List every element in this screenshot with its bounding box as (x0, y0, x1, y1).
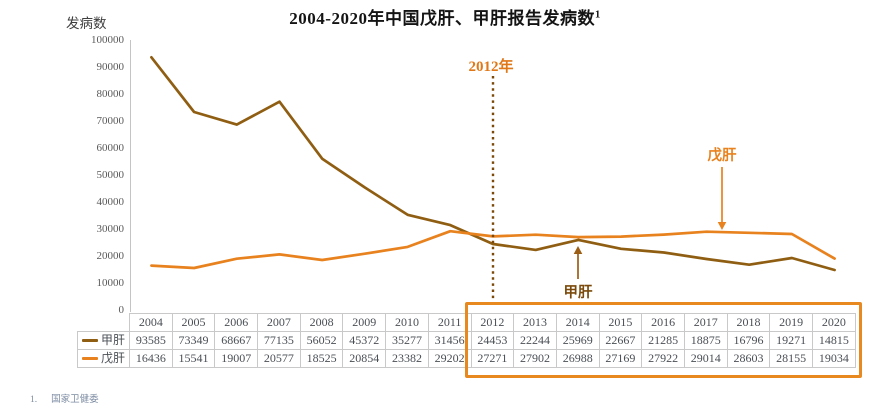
value-cell-hep-a-2013: 22244 (513, 331, 557, 350)
table-row-years: 2004 2005 2006 2007 2008 2009 2010 2011 2012 2013… (78, 313, 856, 332)
legend-label: 戊肝 (100, 351, 125, 365)
value-cell-hep-e-2019: 28155 (769, 349, 813, 368)
page-title-text: 2004-2020年中国戊肝、甲肝报告发病数 (289, 9, 595, 28)
title-superscript: 1 (594, 9, 601, 21)
value-cell-hep-a-2012: 24453 (470, 331, 515, 350)
value-cell-hep-e-2010: 23382 (385, 349, 429, 368)
year-header-2007: 2007 (257, 313, 301, 332)
y-tick-label: 30000 (96, 223, 125, 235)
year-header-2011: 2011 (427, 313, 472, 332)
value-cell-hep-e-2015: 27169 (598, 349, 643, 368)
value-cell-hep-e-2004: 16436 (129, 349, 173, 368)
footnote-marker: 1. (30, 395, 38, 405)
y-tick-label: 10000 (96, 277, 125, 289)
year-header-2009: 2009 (342, 313, 387, 332)
year-header-2015: 2015 (598, 313, 643, 332)
year-header-2017: 2017 (683, 313, 728, 332)
y-tick-label: 100000 (91, 34, 124, 46)
hep-a-arrow-icon (573, 246, 583, 279)
value-cell-hep-e-2007: 20577 (257, 349, 301, 368)
y-tick-label: 60000 (96, 142, 125, 154)
table-corner-blank (78, 314, 130, 332)
value-cell-hep-a-2017: 18875 (683, 331, 728, 350)
value-cell-hep-a-2011: 31456 (427, 331, 472, 350)
value-cell-hep-a-2006: 68667 (214, 331, 259, 350)
annotation-2012-year: 2012年 (468, 59, 514, 75)
value-cell-hep-a-2010: 35277 (385, 331, 429, 350)
value-cell-hep-a-2008: 56052 (299, 331, 344, 350)
y-tick-label: 80000 (96, 88, 125, 100)
series-line-hep-e (150, 229, 836, 270)
annotation-hep-e: 戊肝 (707, 148, 737, 164)
footnote: 1. 国家卫健委 (30, 391, 99, 405)
value-cell-hep-e-2014: 26988 (555, 349, 600, 368)
value-cell-hep-a-2007: 77135 (257, 331, 301, 350)
table-row-hep-e: 戊肝 16436 15541 19007 20577 18525 20854 23382 292… (77, 349, 856, 368)
value-cell-hep-e-2006: 19007 (214, 349, 259, 368)
legend-line-icon (81, 338, 98, 342)
page-title: 2004-2020年中国戊肝、甲肝报告发病数1 (0, 4, 890, 29)
annotation-hep-a: 甲肝 (563, 285, 593, 301)
year-header-2014: 2014 (555, 313, 600, 332)
year-header-2004: 2004 (129, 313, 173, 332)
y-tick-label: 50000 (96, 169, 125, 181)
year-header-2006: 2006 (214, 313, 259, 332)
year-header-2008: 2008 (299, 313, 344, 332)
year-header-2013: 2013 (513, 313, 557, 332)
value-cell-hep-e-2013: 27902 (513, 349, 557, 368)
value-cell-hep-e-2009: 20854 (342, 349, 387, 368)
value-cell-hep-e-2016: 27922 (641, 349, 685, 368)
value-cell-hep-e-2012: 27271 (470, 349, 515, 368)
year-header-2020: 2020 (812, 313, 856, 332)
value-cell-hep-a-2004: 93585 (129, 331, 173, 350)
value-cell-hep-e-2020: 19034 (812, 349, 856, 368)
data-table: 2004 2005 2006 2007 2008 2009 2010 2011 2012 2013… (77, 313, 856, 368)
year-header-2016: 2016 (641, 313, 685, 332)
value-cell-hep-a-2015: 22667 (598, 331, 643, 350)
value-cell-hep-e-2017: 29014 (683, 349, 728, 368)
year-header-2012: 2012 (470, 313, 515, 332)
footnote-text: 国家卫健委 (51, 395, 99, 405)
value-cell-hep-e-2005: 15541 (171, 349, 216, 368)
y-axis-title: 发病数 (66, 16, 107, 31)
hep-e-arrow-icon (717, 167, 727, 230)
value-cell-hep-a-2018: 16796 (726, 331, 771, 350)
value-cell-hep-e-2018: 28603 (726, 349, 771, 368)
legend-line-icon (81, 356, 98, 360)
value-cell-hep-a-2020: 14815 (812, 331, 856, 350)
value-cell-hep-a-2014: 25969 (555, 331, 600, 350)
value-cell-hep-a-2009: 45372 (342, 331, 387, 350)
table-row-hep-a: 甲肝 93585 73349 68667 77135 56052 45372 35277 314… (77, 331, 856, 350)
legend-hep-e: 戊肝 (77, 349, 130, 368)
y-tick-label: 0 (118, 304, 125, 316)
y-tick-label: 40000 (96, 196, 125, 208)
value-cell-hep-e-2011: 29202 (427, 349, 472, 368)
year-header-2019: 2019 (769, 313, 813, 332)
year-header-2005: 2005 (171, 313, 216, 332)
legend-hep-a: 甲肝 (77, 331, 130, 350)
y-tick-label: 20000 (96, 250, 125, 262)
value-cell-hep-a-2005: 73349 (171, 331, 216, 350)
year-header-2010: 2010 (385, 313, 429, 332)
y-axis-line (130, 40, 131, 312)
year-header-2018: 2018 (726, 313, 771, 332)
value-cell-hep-a-2019: 19271 (769, 331, 813, 350)
value-cell-hep-e-2008: 18525 (299, 349, 344, 368)
legend-label: 甲肝 (100, 333, 125, 347)
y-tick-label: 70000 (96, 115, 125, 127)
value-cell-hep-a-2016: 21285 (641, 331, 685, 350)
y-tick-label: 90000 (96, 61, 125, 73)
